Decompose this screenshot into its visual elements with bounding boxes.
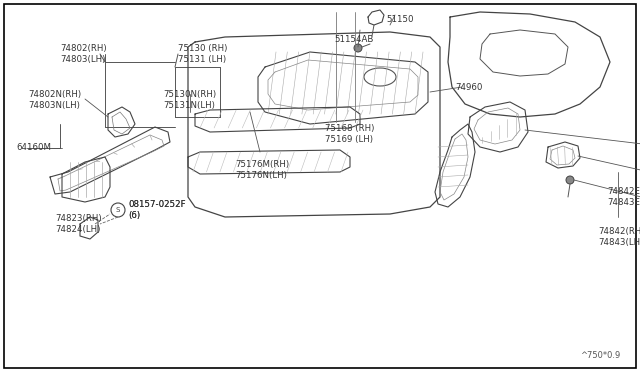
Text: 75168 (RH)
75169 (LH): 75168 (RH) 75169 (LH): [325, 124, 374, 144]
Circle shape: [566, 176, 574, 184]
Text: 74802N(RH)
74803N(LH): 74802N(RH) 74803N(LH): [28, 90, 81, 110]
Text: 74842(RH)
74843(LH): 74842(RH) 74843(LH): [598, 227, 640, 247]
Text: 08157-0252F
(6): 08157-0252F (6): [128, 200, 186, 220]
Text: 75176M(RH)
75176N(LH): 75176M(RH) 75176N(LH): [235, 160, 289, 180]
Text: 74960: 74960: [455, 83, 483, 92]
Text: 51154AB: 51154AB: [334, 35, 373, 45]
Text: ^750*0.9: ^750*0.9: [580, 351, 620, 360]
Circle shape: [354, 44, 362, 52]
Text: 74842E(RH)
74843E(LH): 74842E(RH) 74843E(LH): [607, 187, 640, 207]
Text: S: S: [116, 207, 120, 213]
Text: 75130N(RH)
75131N(LH): 75130N(RH) 75131N(LH): [163, 90, 216, 110]
Text: 51150: 51150: [386, 16, 413, 25]
Text: 75130 (RH)
75131 (LH): 75130 (RH) 75131 (LH): [178, 44, 227, 64]
Text: 74802(RH)
74803(LH): 74802(RH) 74803(LH): [60, 44, 107, 64]
Text: 08157-0252F
(6): 08157-0252F (6): [128, 200, 186, 220]
Text: 64160M: 64160M: [16, 144, 51, 153]
Text: 74823(RH)
74824(LH): 74823(RH) 74824(LH): [55, 214, 102, 234]
